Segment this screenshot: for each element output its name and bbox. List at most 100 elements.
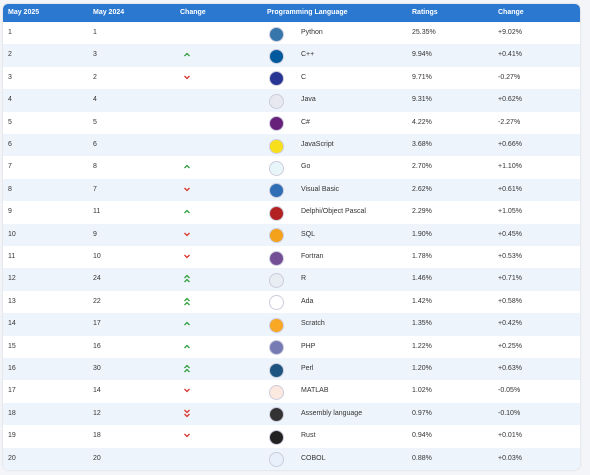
rank-2024: 3 — [93, 51, 97, 59]
language-icon — [269, 295, 284, 311]
language-icon — [269, 362, 284, 378]
rating: 0.88% — [412, 454, 432, 462]
language-icon — [269, 49, 284, 65]
language-icon — [269, 116, 284, 132]
rank-2025: 8 — [8, 185, 12, 193]
rating: 0.97% — [412, 409, 432, 417]
rank-2025: 3 — [8, 73, 12, 81]
rank-2024: 20 — [93, 454, 101, 462]
trend-icon — [184, 187, 190, 192]
trend-icon — [184, 388, 190, 393]
language-name: Java — [301, 96, 316, 104]
rating-change: +0.42% — [498, 320, 522, 328]
ranking-table: May 2025 May 2024 Change Programming Lan… — [3, 4, 580, 470]
rank-2024: 30 — [93, 365, 101, 372]
rank-2024: 18 — [93, 432, 101, 440]
table-row: 18 12 Assembly language 0.97% -0.10% — [3, 402, 580, 426]
rating: 1.90% — [412, 230, 432, 238]
rank-2024: 11 — [93, 208, 101, 216]
language-name: C++ — [301, 51, 315, 59]
rating: 9.94% — [412, 51, 432, 59]
rating-change: +1.05% — [498, 208, 522, 216]
rating-change: +1.10% — [498, 163, 522, 171]
language-name: C# — [301, 118, 310, 126]
rank-2024: 14 — [93, 387, 101, 395]
rank-2025: 6 — [8, 141, 12, 148]
rating-change: +0.61% — [498, 185, 522, 193]
language-name: JavaScript — [301, 141, 334, 148]
rating: 2.70% — [412, 163, 432, 171]
language-icon — [269, 340, 284, 356]
rank-2024: 10 — [93, 253, 101, 260]
rating-change: +0.45% — [498, 230, 522, 238]
language-icon — [269, 452, 284, 468]
rating-change: +0.03% — [498, 454, 522, 462]
table-row: 6 6 JavaScript 3.68% +0.66% — [3, 134, 580, 157]
rating: 25.35% — [412, 29, 436, 36]
language-name: PHP — [301, 342, 316, 350]
rank-2025: 11 — [8, 253, 16, 260]
rating-change: +9.02% — [498, 29, 522, 36]
rank-2025: 17 — [8, 387, 16, 395]
rank-2024: 24 — [93, 275, 101, 283]
rating: 1.46% — [412, 275, 432, 283]
language-name: Ada — [301, 297, 314, 305]
rating: 9.31% — [412, 96, 432, 104]
rank-2025: 2 — [8, 51, 12, 59]
trend-icon — [184, 75, 190, 80]
language-name: R — [301, 275, 307, 283]
rank-2025: 20 — [8, 454, 16, 462]
rank-2025: 10 — [8, 230, 16, 238]
trend-icon — [184, 297, 190, 306]
trend-icon — [184, 433, 190, 438]
table-row: 3 2 C 9.71% -0.27% — [3, 67, 580, 89]
language-icon — [269, 205, 284, 221]
rating: 1.22% — [412, 342, 432, 350]
language-icon — [269, 317, 284, 333]
rank-2024: 17 — [93, 320, 101, 328]
rank-2024: 22 — [93, 297, 101, 305]
rank-2025: 9 — [8, 208, 12, 216]
trend-icon — [184, 52, 190, 57]
language-name: Visual Basic — [301, 185, 340, 193]
rank-2025: 12 — [8, 275, 16, 283]
trend-icon — [184, 321, 190, 326]
language-name: Fortran — [301, 253, 324, 260]
language-name: Go — [301, 163, 311, 171]
rank-2024: 12 — [93, 409, 101, 417]
language-name: Scratch — [301, 320, 325, 328]
rank-2024: 4 — [93, 96, 97, 104]
table-row: 12 24 R 1.46% +0.71% — [3, 268, 580, 291]
rating-change: +0.53% — [498, 253, 522, 260]
language-icon — [269, 93, 284, 109]
trend-icon — [184, 409, 190, 418]
rating-change: +0.71% — [498, 275, 522, 283]
rank-2025: 5 — [8, 118, 12, 126]
language-icon — [269, 161, 284, 177]
table-row: 13 22 Ada 1.42% +0.58% — [3, 291, 580, 313]
language-icon — [269, 250, 284, 266]
rank-2024: 9 — [93, 230, 97, 238]
trend-icon — [184, 274, 190, 283]
language-icon — [269, 71, 284, 87]
rating-change: -0.10% — [498, 409, 521, 417]
language-name: SQL — [301, 230, 316, 238]
rank-2025: 13 — [8, 297, 16, 305]
table-row: 19 18 Rust 0.94% +0.01% — [3, 425, 580, 447]
rank-2024: 2 — [93, 73, 97, 81]
table-row: 8 7 Visual Basic 2.62% +0.61% — [3, 178, 580, 202]
rank-2025: 7 — [8, 163, 12, 171]
rating-change: +0.62% — [498, 96, 522, 104]
rank-2025: 1 — [8, 29, 12, 36]
rating: 4.22% — [412, 118, 432, 126]
trend-icon — [184, 254, 190, 259]
rating-change: +0.41% — [498, 51, 522, 59]
rating-change: -0.05% — [498, 387, 521, 395]
rating-change: +0.63% — [498, 365, 522, 372]
table-row: 10 9 SQL 1.90% +0.45% — [3, 223, 580, 246]
rating-change: +0.25% — [498, 342, 522, 350]
table-row: 17 14 MATLAB 1.02% -0.05% — [3, 380, 580, 402]
language-icon — [269, 429, 284, 445]
language-name: C — [301, 73, 307, 81]
rank-2024: 8 — [93, 163, 97, 171]
